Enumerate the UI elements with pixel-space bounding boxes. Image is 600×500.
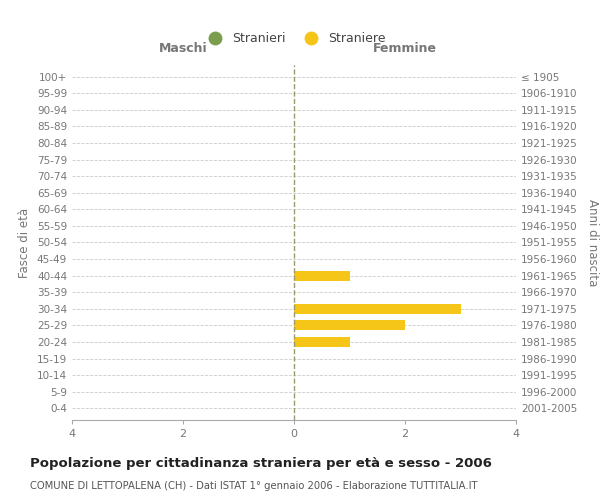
- Text: Femmine: Femmine: [373, 42, 437, 55]
- Legend: Stranieri, Straniere: Stranieri, Straniere: [199, 28, 389, 49]
- Y-axis label: Fasce di età: Fasce di età: [19, 208, 31, 278]
- Y-axis label: Anni di nascita: Anni di nascita: [586, 199, 599, 286]
- Bar: [294, 270, 349, 280]
- Text: Maschi: Maschi: [158, 42, 208, 55]
- Text: COMUNE DI LETTOPALENA (CH) - Dati ISTAT 1° gennaio 2006 - Elaborazione TUTTITALI: COMUNE DI LETTOPALENA (CH) - Dati ISTAT …: [30, 481, 478, 491]
- Text: Popolazione per cittadinanza straniera per età e sesso - 2006: Popolazione per cittadinanza straniera p…: [30, 458, 492, 470]
- Bar: [294, 304, 461, 314]
- Bar: [294, 337, 349, 347]
- Bar: [294, 320, 405, 330]
